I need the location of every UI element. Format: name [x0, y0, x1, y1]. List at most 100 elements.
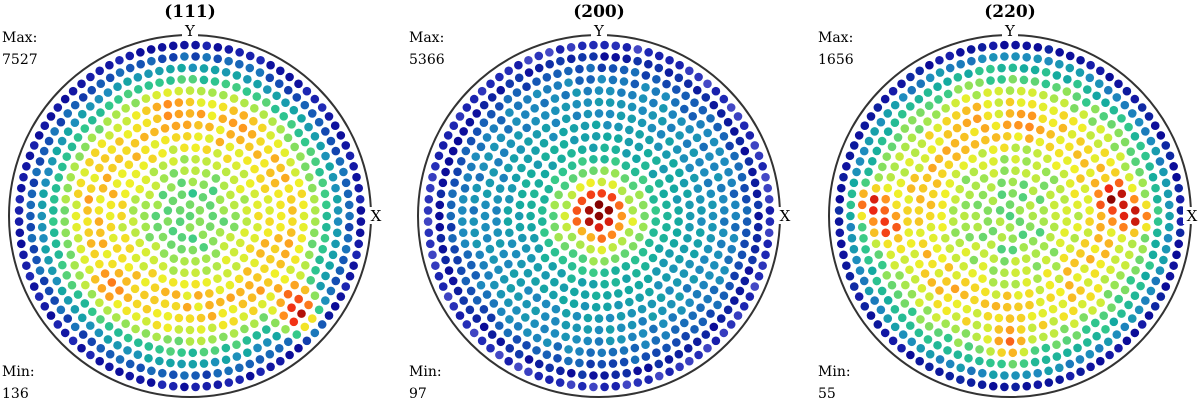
pole-point — [541, 123, 551, 133]
pole-point — [495, 350, 504, 360]
x-axis-label: X — [780, 207, 791, 225]
pole-point — [158, 232, 168, 242]
pole-point — [621, 161, 631, 171]
pole-point — [107, 145, 117, 154]
pole-point — [35, 157, 45, 166]
pole-point — [549, 132, 558, 142]
pole-point — [96, 194, 105, 204]
pole-point — [706, 189, 716, 199]
pole-point — [504, 356, 513, 366]
pole-point — [1152, 194, 1162, 204]
pole-point — [458, 195, 468, 204]
pole-point — [1142, 222, 1151, 232]
pole-point — [665, 286, 674, 295]
pole-point — [1038, 102, 1048, 112]
pole-point — [1021, 254, 1031, 263]
pole-point — [962, 106, 971, 115]
pole-point — [1144, 311, 1154, 320]
pole-point — [553, 353, 562, 363]
pole-point — [174, 109, 184, 119]
pole-point — [694, 350, 703, 360]
pole-point — [611, 278, 621, 287]
pole-point — [1119, 222, 1128, 232]
pole-point — [260, 264, 269, 273]
pole-point — [505, 344, 515, 353]
pole-point — [995, 206, 1005, 215]
pole-point — [1055, 48, 1064, 57]
pole-point — [1114, 343, 1123, 353]
pole-point — [514, 211, 524, 221]
pole-point — [115, 55, 124, 65]
pole-point — [90, 148, 100, 157]
pole-point — [709, 285, 719, 295]
pole-point — [80, 168, 89, 177]
pole-point — [72, 222, 81, 232]
pole-point — [1081, 98, 1091, 107]
pole-point — [730, 271, 739, 281]
pole-point — [494, 265, 503, 275]
pole-point — [752, 189, 762, 199]
pole-point — [532, 333, 542, 343]
pole-point — [484, 152, 493, 161]
pole-point — [489, 168, 498, 177]
pole-point — [953, 85, 963, 94]
pole-point — [628, 332, 637, 342]
pole-point — [1141, 296, 1150, 305]
pole-point — [494, 321, 504, 330]
pole-point — [121, 233, 130, 243]
pole-point — [668, 110, 678, 119]
pole-point — [638, 175, 648, 185]
pole-point — [180, 382, 189, 392]
pole-point — [46, 112, 56, 121]
pole-point — [326, 136, 336, 146]
pole-point — [907, 337, 917, 347]
pole-point — [883, 109, 893, 118]
pole-point — [540, 312, 550, 321]
pole-point — [978, 274, 987, 283]
pole-point — [514, 131, 523, 140]
pole-point — [659, 258, 668, 268]
pole-point — [604, 217, 614, 226]
pole-point — [1131, 265, 1140, 275]
pole-point — [860, 121, 870, 130]
pole-point — [910, 173, 919, 183]
pole-point — [583, 313, 593, 323]
pole-point — [989, 266, 998, 275]
pole-point — [477, 336, 487, 346]
pole-point — [876, 305, 886, 315]
pole-point — [931, 110, 941, 119]
pole-point — [1141, 151, 1150, 161]
pole-point — [98, 239, 108, 248]
pole-point — [235, 48, 244, 57]
pole-point — [458, 206, 467, 215]
pole-point — [935, 55, 944, 65]
pole-point — [326, 286, 336, 296]
pole-point — [692, 337, 702, 347]
pole-point — [223, 154, 232, 164]
pole-point — [898, 330, 908, 339]
pole-point — [716, 109, 726, 118]
pole-point — [644, 48, 653, 57]
pole-point — [861, 178, 870, 187]
pole-point — [1033, 54, 1043, 64]
pole-point — [336, 292, 346, 301]
pole-point — [1093, 284, 1103, 293]
pole-point — [81, 142, 90, 152]
pole-point — [871, 239, 881, 249]
pole-point — [177, 190, 187, 199]
pole-point — [633, 56, 642, 66]
pole-point — [578, 254, 588, 263]
pole-point — [503, 206, 513, 215]
pole-point — [531, 116, 540, 126]
pole-point — [39, 146, 49, 156]
pole-point — [923, 335, 933, 344]
pole-point — [703, 343, 712, 353]
pole-point — [938, 169, 947, 179]
pole-point — [131, 253, 141, 263]
pole-point — [229, 329, 239, 338]
pole-point — [701, 93, 711, 102]
pole-point — [247, 130, 257, 139]
pole-point — [961, 329, 971, 338]
pole-point — [983, 99, 993, 109]
pole-point — [1030, 346, 1040, 355]
